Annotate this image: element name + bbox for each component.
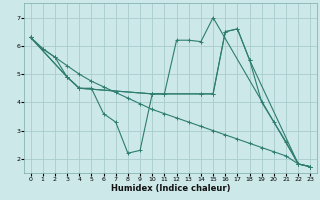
X-axis label: Humidex (Indice chaleur): Humidex (Indice chaleur) <box>111 184 230 193</box>
